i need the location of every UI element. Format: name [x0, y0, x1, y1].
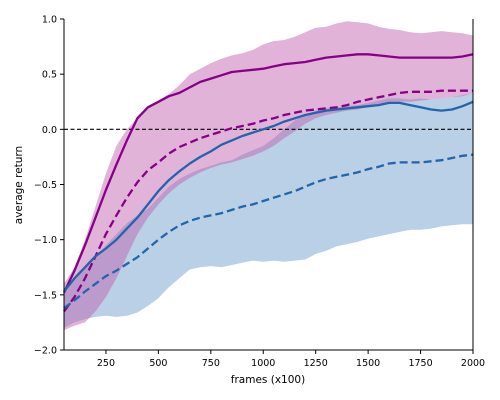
- confidence-band-1: [64, 92, 473, 328]
- y-axis-label: average return: [13, 146, 25, 224]
- y-tick-label: 0.5: [42, 70, 57, 81]
- series-line-3-solid: [63, 100, 474, 293]
- series-line-1-solid: [62, 53, 474, 294]
- x-tick-label: 1000: [251, 358, 275, 369]
- x-tick-label: 750: [202, 358, 220, 369]
- x-tick-label: 1750: [408, 358, 432, 369]
- y-tick-label: −0.5: [34, 180, 57, 191]
- y-tick-label: 1.0: [42, 15, 57, 26]
- x-axis-label: frames (x100): [231, 374, 305, 386]
- series-line-4-dashed: [63, 153, 474, 310]
- x-axis-ticks: 250 500 750 1000 1250 1500 1750 2000: [97, 350, 485, 369]
- x-tick-label: 2000: [461, 358, 485, 369]
- x-tick-label: 1250: [304, 358, 328, 369]
- y-tick-label: −2.0: [34, 346, 57, 357]
- x-tick-label: 250: [97, 358, 115, 369]
- x-tick-label: 500: [149, 358, 167, 369]
- series-line-2-dashed: [63, 89, 473, 313]
- series-lines: [62, 53, 474, 313]
- x-tick-label: 1500: [356, 358, 380, 369]
- y-tick-label: −1.5: [34, 290, 57, 301]
- y-tick-label: −1.0: [34, 235, 57, 246]
- y-axis-ticks: −2.0 −1.5 −1.0 −0.5 0.0 0.5 1.0: [34, 15, 64, 357]
- y-tick-label: 0.0: [42, 125, 57, 136]
